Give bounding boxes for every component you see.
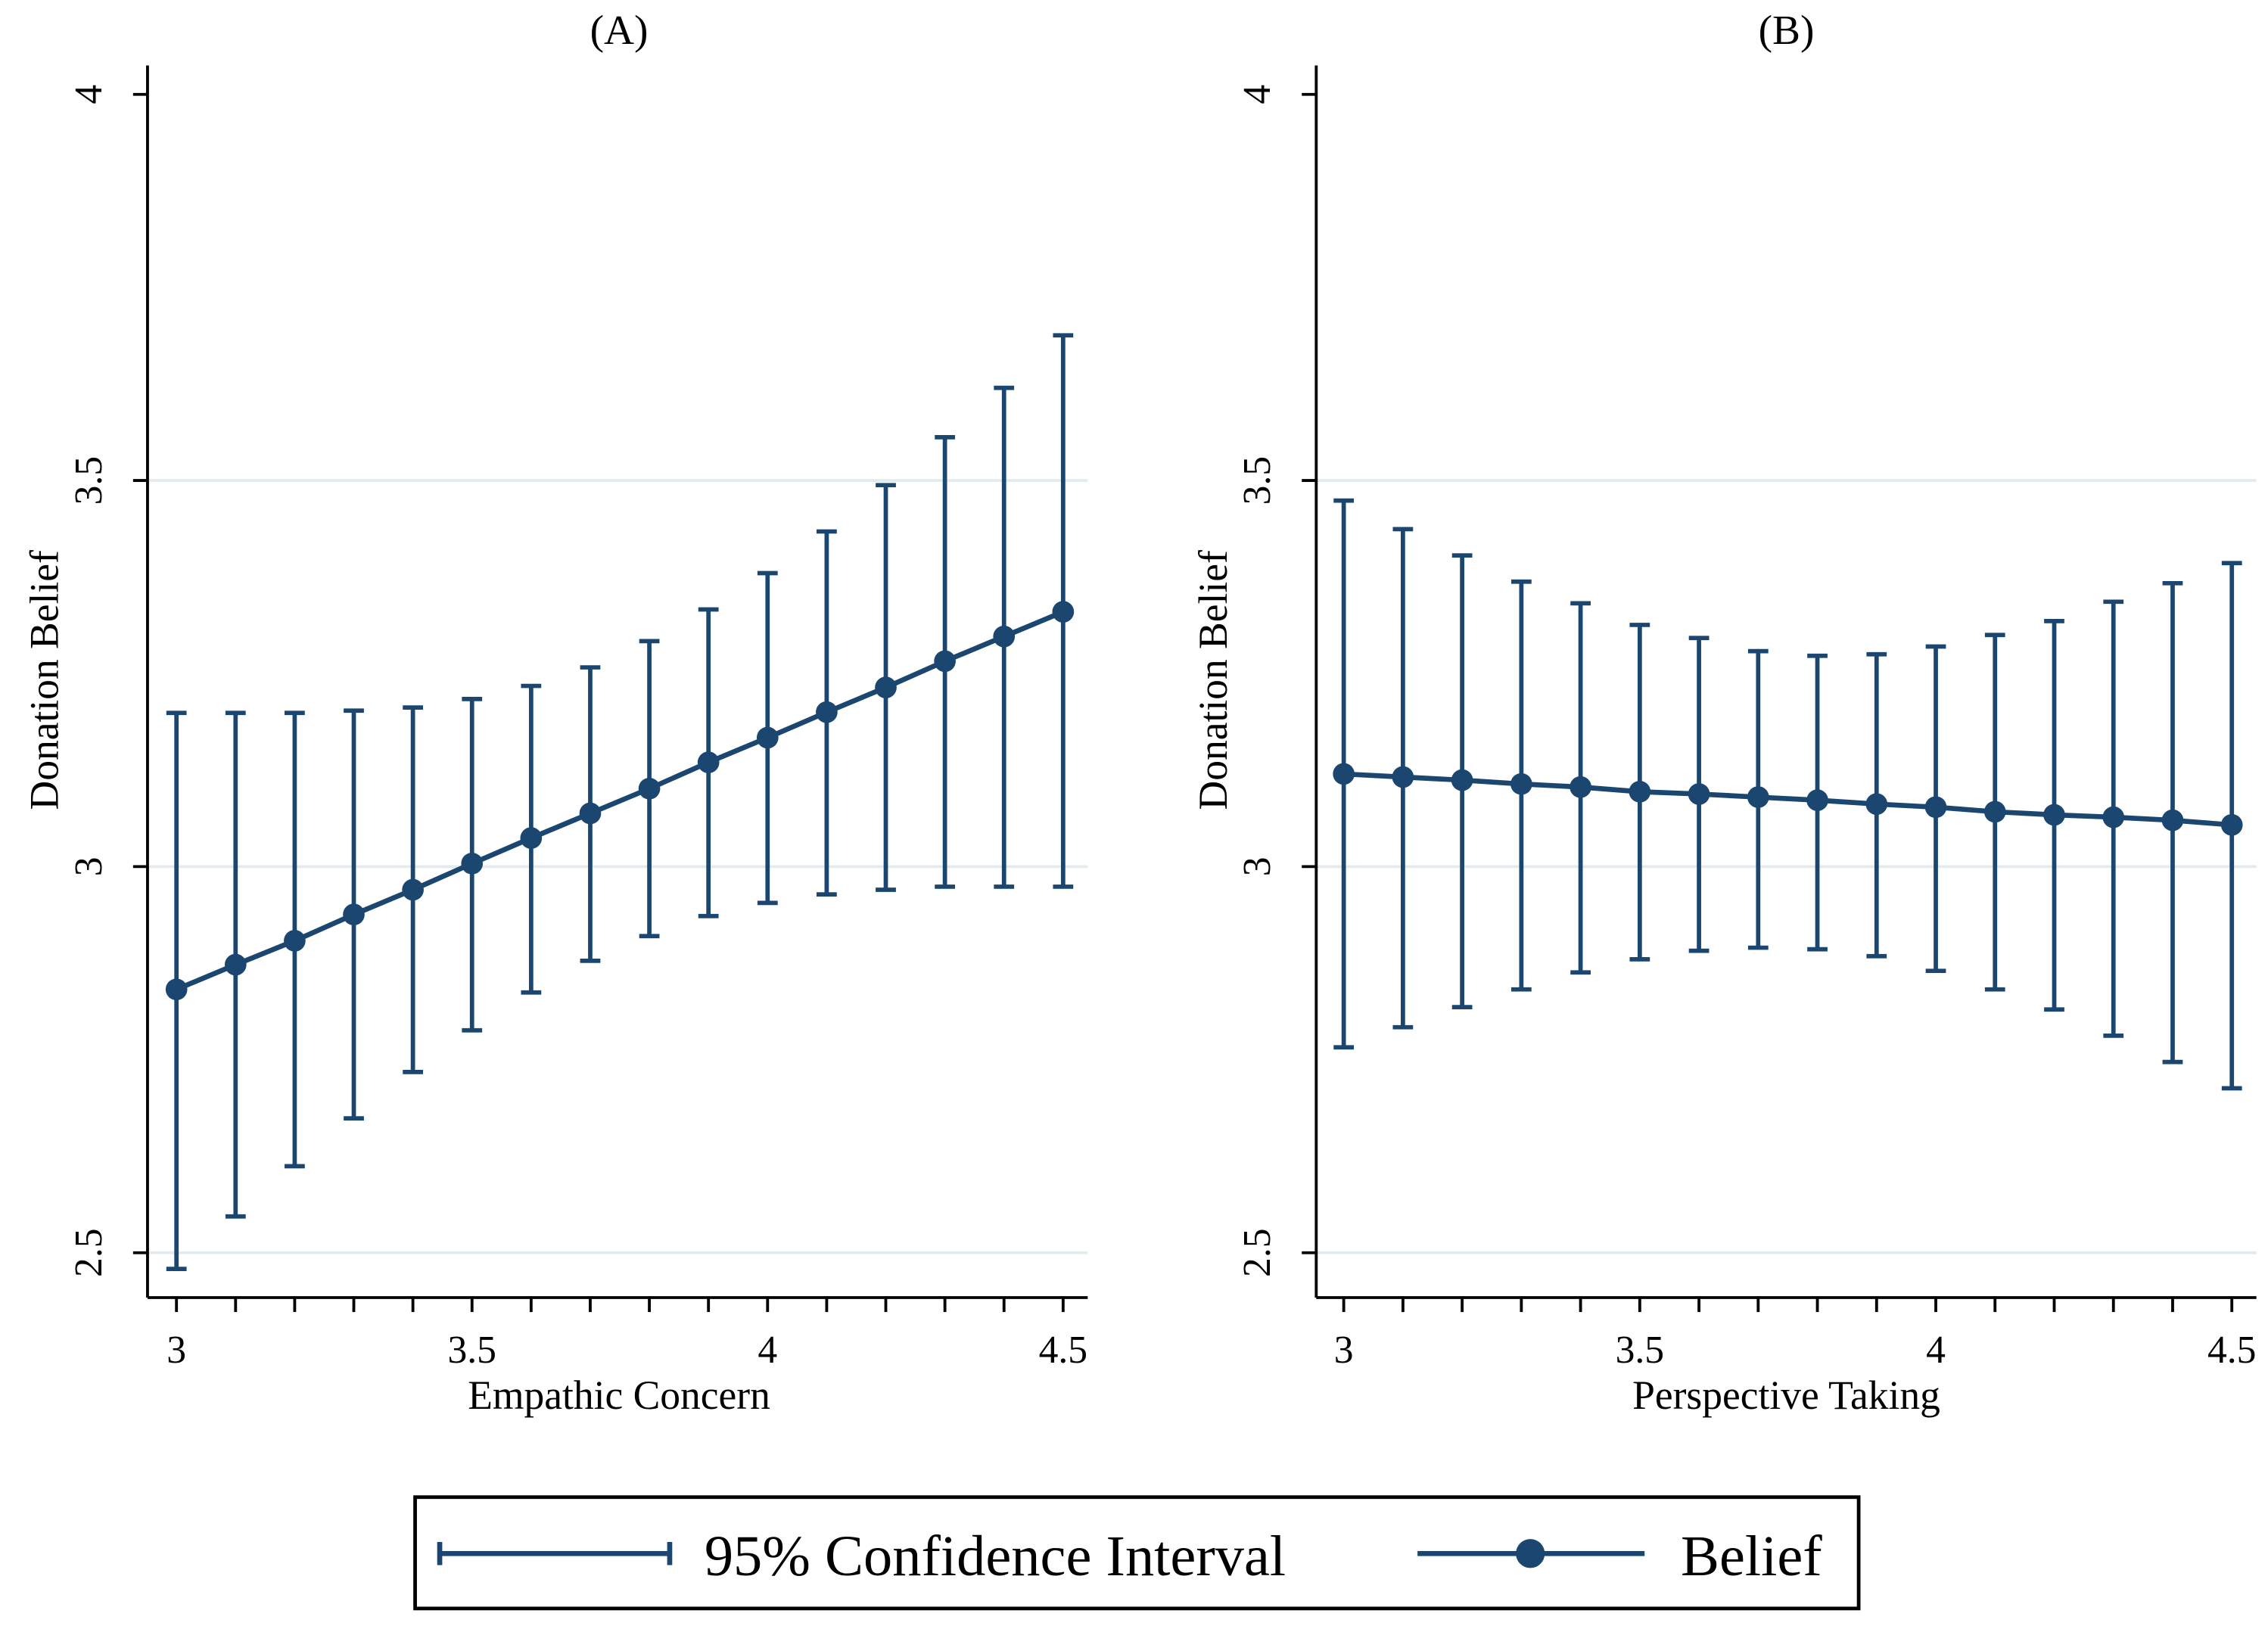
belief-point [1333,763,1355,785]
legend-belief-symbol [1417,1539,1645,1568]
belief-point [1392,766,1414,788]
belief-line [175,609,1065,992]
belief-point [1629,781,1651,803]
belief-point [461,852,484,875]
panel-b: 2.5 3 3.5 4 3 3.5 4 4.5 Perspective Taking Donati… [1190,7,2257,1418]
belief-point [1983,800,2006,823]
y-tick-label: 3 [67,856,110,876]
y-tick-label: 3 [1236,856,1279,876]
x-tick-label: 4.5 [2207,1329,2257,1372]
belief-point [402,878,424,901]
panel-title: (A) [590,7,649,53]
x-tick-label: 3 [1334,1329,1354,1372]
y-axis-label: Donation Belief [1190,550,1236,810]
y-tick-label: 2.5 [1236,1228,1279,1276]
legend-ci-symbol [437,1541,673,1565]
x-axis-label: Empathic Concern [468,1372,770,1418]
y-axis-label: Donation Belief [21,550,67,810]
belief-point [934,650,956,673]
x-tick-label: 3 [166,1329,186,1372]
legend: 95% Confidence Interval Belief [413,1495,1861,1611]
legend-label-belief: Belief [1681,1524,1822,1588]
belief-point [2102,806,2125,828]
belief-point [2161,809,2184,832]
panel-title: (B) [1759,7,1815,53]
belief-point [343,903,365,926]
y-tick-label: 2.5 [67,1228,110,1276]
belief-point [1865,793,1888,816]
belief-point [1510,772,1532,795]
belief-point [2043,804,2065,826]
belief-point [875,676,897,698]
belief-point [224,953,247,976]
x-axis-label: Perspective Taking [1632,1372,1940,1418]
belief-point [1451,769,1473,791]
belief-point [1688,783,1710,805]
belief-point [2220,813,2243,836]
x-tick-label: 3.5 [1616,1329,1665,1372]
belief-point [816,701,838,723]
belief-point [165,978,188,1001]
belief-point [756,726,779,749]
y-tick-label: 3.5 [67,456,110,505]
belief-point [284,930,306,952]
y-tick-label: 4 [1236,85,1279,104]
belief-point [638,777,661,800]
x-tick-label: 4 [758,1329,777,1372]
y-tick-label: 3.5 [1236,456,1279,505]
legend-label-ci: 95% Confidence Interval [705,1524,1286,1588]
x-tick-label: 4 [1926,1329,1946,1372]
x-tick-label: 4.5 [1039,1329,1088,1372]
belief-point [1570,776,1591,798]
y-tick-label: 4 [67,85,110,104]
belief-line [1343,771,2232,828]
belief-point [579,802,602,825]
belief-point [993,625,1016,648]
belief-point [1924,796,1947,819]
x-tick-label: 3.5 [447,1329,496,1372]
belief-point [1052,601,1075,623]
panel-a: 2.5 3 3.5 4 3 3.5 4 4.5 Empathic Concern Donation… [21,7,1088,1418]
belief-point [697,751,720,773]
belief-point [1806,789,1828,811]
belief-point [520,827,543,849]
belief-point [1747,786,1769,808]
